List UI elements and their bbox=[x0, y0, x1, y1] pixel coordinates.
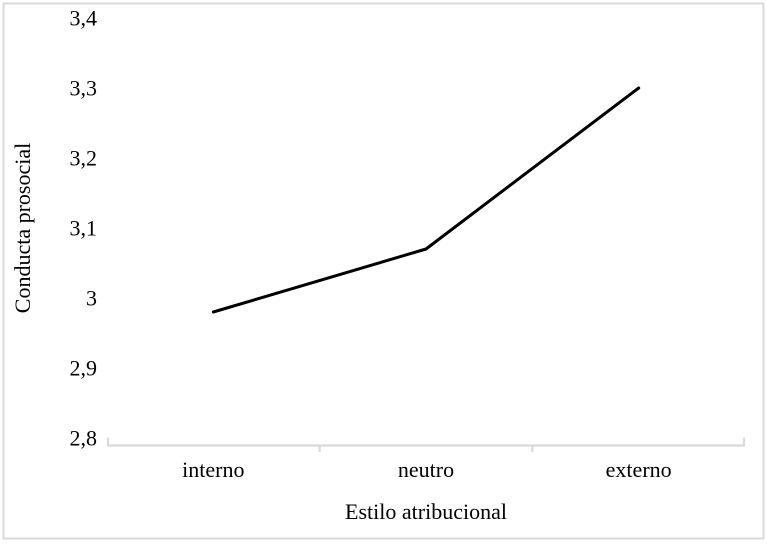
x-axis-title: Estilo atribucional bbox=[345, 499, 507, 524]
figure-border bbox=[2, 2, 765, 540]
y-tick-label: 3,4 bbox=[70, 6, 98, 31]
y-tick-label: 3,3 bbox=[70, 76, 98, 101]
y-tick-label: 2,9 bbox=[70, 356, 98, 381]
x-tick-label: neutro bbox=[398, 457, 454, 482]
x-tick-label: interno bbox=[182, 457, 244, 482]
series-line bbox=[211, 86, 641, 314]
x-axis-tick-labels: interno neutro externo bbox=[182, 457, 671, 482]
y-axis-title: Conducta prosocial bbox=[10, 143, 35, 313]
y-tick-label: 2,8 bbox=[70, 426, 98, 451]
y-tick-label: 3,1 bbox=[70, 216, 98, 241]
y-tick-label: 3 bbox=[86, 286, 97, 311]
x-axis bbox=[106, 437, 746, 452]
y-tick-label: 3,2 bbox=[70, 146, 98, 171]
y-axis-tick-labels: 2,8 2,9 3 3,1 3,2 3,3 3,4 bbox=[70, 6, 98, 451]
x-tick-label: externo bbox=[606, 457, 672, 482]
series-group bbox=[211, 86, 641, 314]
x-axis-end-ticks bbox=[106, 437, 746, 446]
